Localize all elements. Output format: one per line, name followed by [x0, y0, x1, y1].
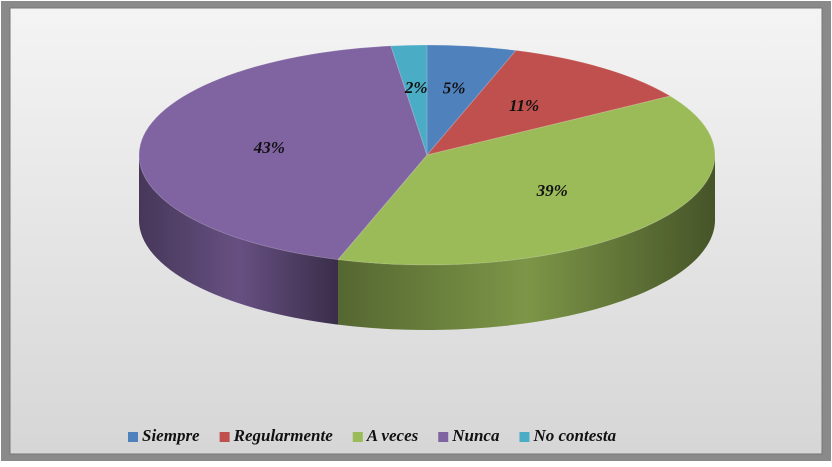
legend: Siempre Regularmente A veces Nunca No contes… [128, 426, 617, 445]
slice [337, 95, 716, 266]
legend-label: No contesta [532, 426, 616, 445]
slice-side-shade [338, 155, 715, 330]
legend-swatch [128, 432, 138, 442]
legend-swatch [519, 432, 530, 442]
legend-label: Siempre [142, 426, 200, 445]
data-label: 39% [536, 181, 568, 200]
legend-swatch [438, 432, 449, 442]
data-label: 5% [443, 79, 466, 98]
data-label: 2% [404, 78, 428, 97]
slice-side-shade [139, 155, 339, 325]
legend-label: A veces [366, 426, 419, 445]
data-label: 11% [509, 96, 539, 115]
slice [425, 49, 672, 156]
data-label: 43% [253, 138, 285, 157]
legend-swatch [352, 432, 363, 442]
legend-label: Regularmente [233, 426, 334, 445]
slice [138, 45, 428, 261]
legend-label: Nunca [451, 426, 500, 445]
slice [390, 44, 428, 156]
legend-swatch [219, 432, 230, 442]
pie: 5% 11% 39% 43% 2% [138, 44, 716, 330]
slice [426, 44, 517, 157]
